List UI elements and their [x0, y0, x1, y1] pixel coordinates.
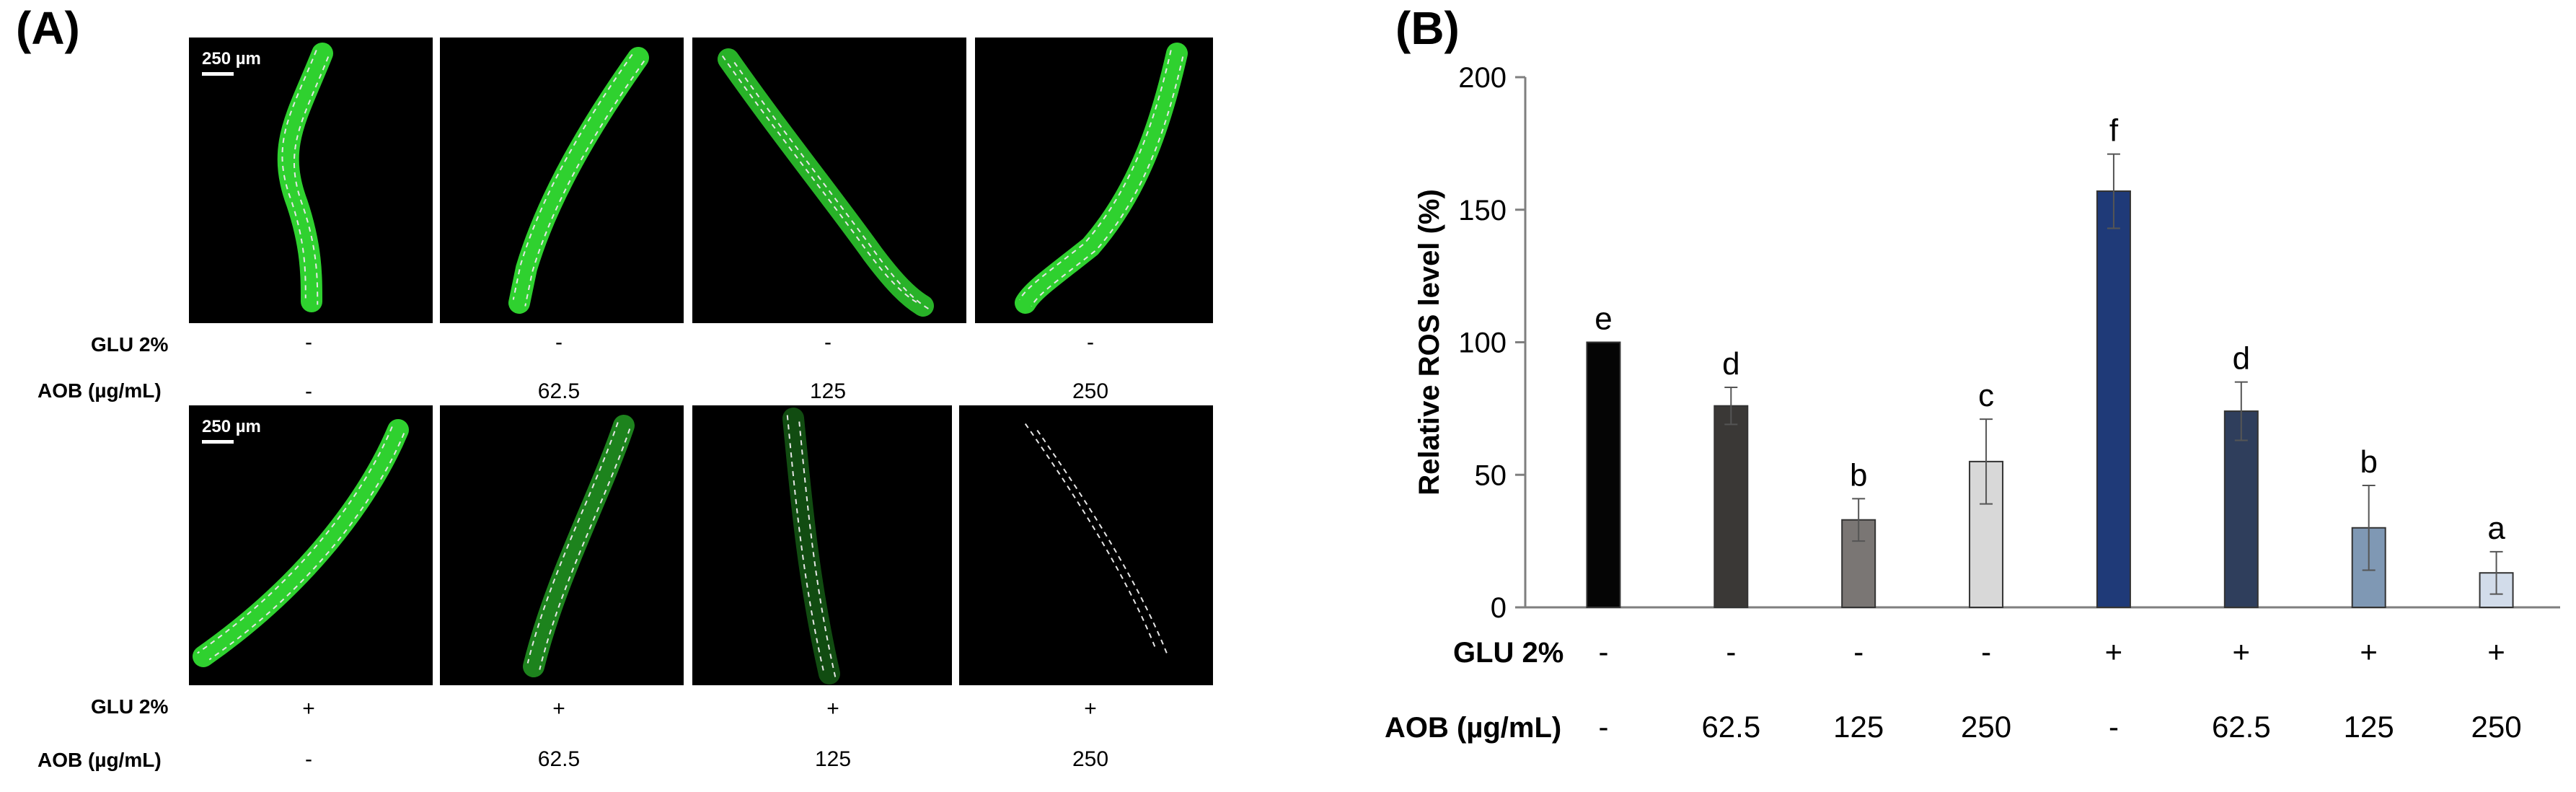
worm-micrograph-6: [440, 405, 684, 685]
glu-condition-1: -: [1598, 635, 1608, 669]
worm-outline: [512, 53, 633, 300]
bottom-aob-cell-1: -: [305, 747, 312, 771]
worm-outline: [1036, 429, 1168, 654]
significance-label-6: d: [2233, 341, 2250, 377]
y-tick-label: 0: [1491, 592, 1507, 624]
aob-condition-8: 250: [2471, 710, 2522, 744]
y-tick-label: 100: [1458, 327, 1507, 359]
worm-outline: [197, 426, 393, 654]
worm-micrograph-1: 250 µm: [189, 38, 433, 323]
worm-micrograph-5: 250 µm: [189, 405, 433, 685]
y-tick-label: 150: [1458, 195, 1507, 226]
aob-condition-3: 125: [1833, 710, 1884, 744]
glu-condition-5: +: [2105, 635, 2123, 669]
significance-label-4: c: [1978, 378, 1994, 413]
y-tick-label: 50: [1475, 459, 1507, 491]
ros-bar-chart: 0 50 100 150 200 Relative ROS level (%) e - - d - 6…: [1385, 62, 2560, 744]
glu-condition-3: -: [1853, 635, 1863, 669]
glu-condition-6: +: [2233, 635, 2251, 669]
worm-micrograph-4: [975, 38, 1213, 323]
bar-4: [1969, 460, 2004, 608]
aob-row-label: AOB (µg/mL): [1385, 712, 1561, 744]
glu-row-label: GLU 2%: [1453, 637, 1563, 669]
scale-bar-label: 250 µm: [202, 417, 261, 436]
aob-condition-5: -: [2109, 710, 2119, 744]
top-glu-cell-3: -: [824, 330, 832, 354]
y-tick-label: 200: [1458, 62, 1507, 94]
worm-body: [508, 47, 649, 314]
worm-outline: [798, 421, 837, 677]
scale-bar: [202, 440, 234, 444]
top-glu-cell-1: -: [305, 330, 312, 354]
glu-condition-4: -: [1981, 635, 1991, 669]
top-aob-cell-1: -: [305, 379, 312, 403]
worm-outline: [733, 61, 930, 310]
worm-outline: [786, 415, 824, 671]
significance-label-7: b: [2360, 444, 2377, 480]
significance-label-8: a: [2487, 511, 2505, 546]
worm-micrograph-3: [692, 38, 966, 323]
bottom-glu-cell-3: +: [826, 697, 839, 721]
worm-body: [782, 408, 840, 685]
bar-1: [1586, 341, 1621, 608]
panel-a-letter: (A): [16, 2, 80, 54]
top-glu-row-label: GLU 2%: [91, 333, 169, 356]
worm-outline: [539, 428, 631, 670]
bottom-glu-row-label: GLU 2%: [91, 695, 169, 718]
top-aob-row-label: AOB (µg/mL): [38, 379, 162, 402]
worm-outline: [524, 60, 645, 307]
top-glu-cell-4: -: [1087, 330, 1094, 354]
scale-bar: [202, 72, 234, 76]
glu-condition-2: -: [1726, 635, 1736, 669]
significance-label-1: e: [1594, 302, 1612, 337]
worm-outline: [1031, 56, 1184, 307]
bottom-aob-cell-3: 125: [814, 747, 852, 771]
glu-condition-7: +: [2360, 635, 2378, 669]
worm-body: [718, 48, 934, 317]
worm-outline: [1024, 423, 1156, 648]
top-aob-cell-4: 250: [1072, 379, 1109, 403]
worm-outline: [721, 55, 918, 304]
significance-label-3: b: [1850, 457, 1867, 493]
worm-outline: [294, 56, 330, 305]
top-aob-cell-3: 125: [809, 379, 847, 403]
glu-condition-8: +: [2487, 635, 2505, 669]
worm-micrograph-8: [959, 405, 1213, 685]
aob-condition-1: -: [1598, 710, 1608, 744]
y-axis-title: Relative ROS level (%): [1413, 189, 1445, 496]
aob-condition-4: 250: [1961, 710, 2011, 744]
significance-label-5: f: [2109, 113, 2119, 149]
aob-condition-6: 62.5: [2212, 710, 2271, 744]
top-aob-cell-2: 62.5: [537, 379, 581, 403]
top-glu-cell-2: -: [555, 330, 563, 354]
aob-condition-2: 62.5: [1701, 710, 1760, 744]
bottom-aob-cell-2: 62.5: [537, 747, 581, 771]
panel-b-letter: (B): [1395, 2, 1460, 54]
worm-micrograph-2: [440, 38, 684, 323]
worm-outline: [208, 433, 405, 661]
worm-outline: [526, 422, 619, 664]
scale-bar-label: 250 µm: [202, 49, 261, 69]
bar-2: [1713, 405, 1749, 608]
worm-body: [193, 419, 409, 667]
bottom-glu-cell-2: +: [552, 697, 565, 721]
bottom-aob-cell-4: 250: [1072, 747, 1109, 771]
significance-label-2: d: [1722, 346, 1739, 382]
worm-body: [1015, 43, 1188, 314]
bottom-glu-cell-4: +: [1084, 697, 1097, 721]
bottom-glu-cell-1: +: [302, 697, 315, 721]
worm-body: [523, 415, 635, 677]
worm-micrograph-7: [692, 405, 952, 685]
bar-5: [2096, 190, 2131, 608]
worm-outline: [281, 50, 317, 299]
worm-outline: [1018, 50, 1172, 300]
aob-condition-7: 125: [2344, 710, 2394, 744]
worm-body: [277, 43, 333, 312]
bottom-aob-row-label: AOB (µg/mL): [38, 749, 162, 771]
